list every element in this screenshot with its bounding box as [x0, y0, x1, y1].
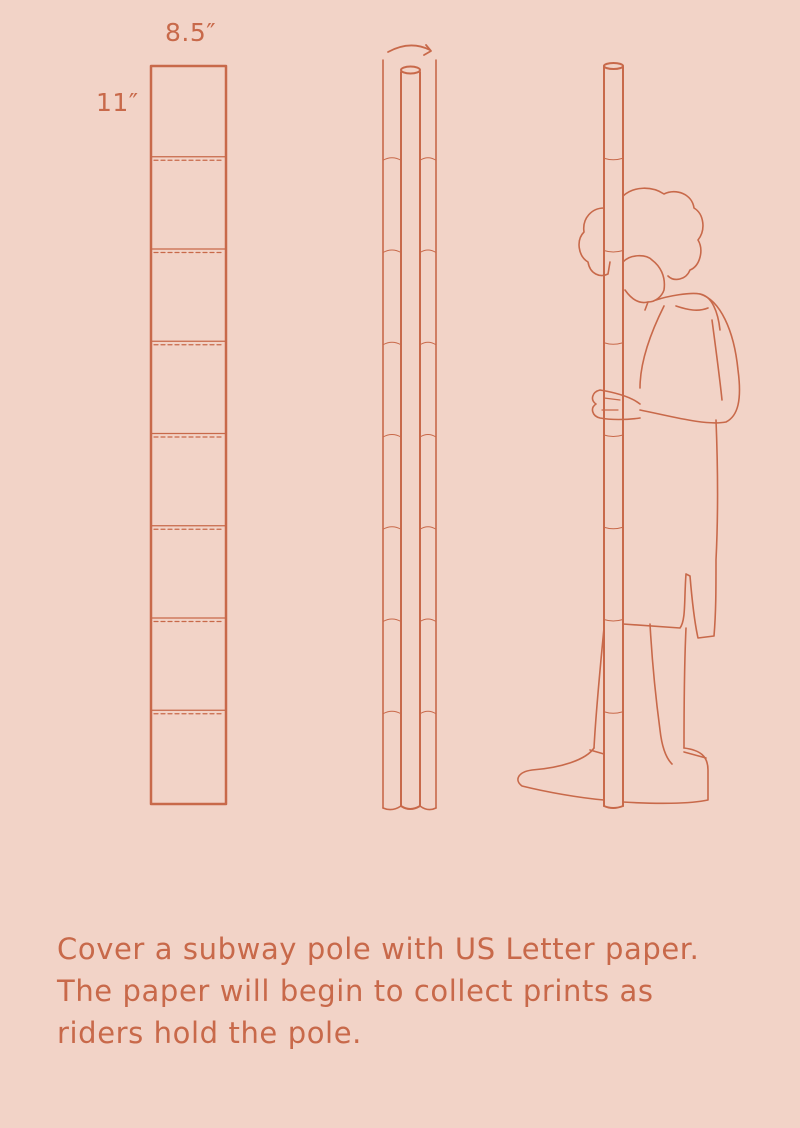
caption-line-3: riders hold the pole. [57, 1016, 362, 1050]
wrap-seam [382, 341, 402, 346]
paper-strip-outline [149, 64, 228, 806]
pole-wrapping-illustration [149, 44, 741, 811]
wrap-seam [419, 526, 437, 530]
width-dimension-label: 8.5″ [165, 18, 217, 47]
rider-foot-front [517, 747, 605, 801]
rider-leg-back [649, 623, 673, 765]
wrap-seam [382, 710, 402, 715]
caption-line-1: Cover a subway pole with US Letter paper… [57, 932, 700, 966]
pole-seam [603, 250, 624, 253]
wrap-seams [382, 157, 437, 715]
rider-leg-front [593, 627, 605, 749]
wrap-seam [419, 341, 437, 346]
rider-figure [517, 187, 741, 805]
pole-seam [603, 157, 624, 161]
rider-foot-back [622, 747, 709, 805]
wrap-seam [382, 157, 402, 161]
rider-arm [639, 293, 741, 424]
wrap-seam [419, 434, 437, 438]
wrap-seam [382, 618, 402, 622]
caption: Cover a subway pole with US Letter paper… [57, 928, 777, 1054]
wrap-seam [382, 526, 402, 530]
subway-pole [603, 62, 624, 809]
wrap-seam [419, 710, 437, 715]
rider-holding-pole [517, 62, 741, 809]
pole-seam [603, 342, 624, 345]
pole-seam [603, 619, 624, 622]
wrap-seam [382, 249, 402, 253]
pole-top [400, 65, 421, 75]
pole-seam [603, 526, 624, 530]
wrap-seam [419, 618, 437, 622]
flat-paper-strip [149, 64, 228, 806]
wrap-arrow-icon [387, 44, 431, 53]
rider-hand [591, 389, 641, 421]
wrap-seam [419, 157, 437, 161]
height-dimension-label: 11″ [96, 88, 139, 117]
caption-line-2: The paper will begin to collect prints a… [57, 974, 654, 1008]
pole-seam [603, 711, 624, 714]
rider-hair [578, 207, 611, 277]
paper-wrapped-pole [382, 44, 437, 811]
sheet-seams [150, 156, 227, 715]
wrap-seam [382, 434, 402, 438]
wrap-seam [419, 249, 437, 253]
pole-seam [603, 434, 624, 437]
